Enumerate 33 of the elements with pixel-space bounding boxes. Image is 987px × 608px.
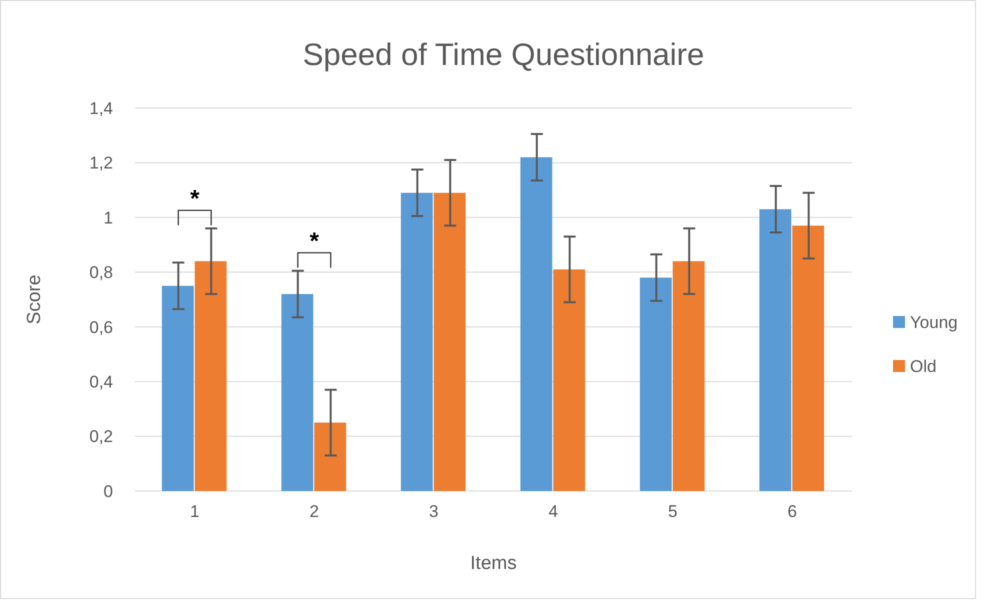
legend-label: Old: [910, 356, 936, 376]
y-tick-label: 1: [104, 208, 113, 228]
bar: [520, 157, 552, 491]
x-tick-label: 2: [310, 502, 319, 521]
bar: [281, 294, 314, 491]
bar: [314, 422, 346, 491]
x-axis-title: Items: [470, 553, 517, 574]
bar: [162, 286, 194, 491]
y-tick-label: 0,2: [89, 427, 113, 446]
y-tick-label: 1,2: [89, 154, 113, 173]
bar: [640, 278, 672, 491]
x-tick-label: 6: [788, 502, 797, 521]
annotation: *: [190, 185, 200, 212]
bar: [759, 209, 792, 491]
x-tick-label: 1: [190, 502, 200, 521]
annotation: *: [310, 228, 320, 255]
bar: [672, 261, 705, 491]
chart-title: Speed of Time Questionnaire: [302, 37, 704, 72]
legend-label: Young: [910, 312, 958, 332]
x-tick-label: 5: [668, 502, 678, 521]
bar: [400, 192, 433, 491]
y-tick-label: 0,4: [89, 372, 113, 392]
y-tick-label: 0: [104, 482, 113, 501]
y-tick-label: 0,6: [89, 318, 113, 337]
y-tick-label: 0,8: [89, 263, 113, 282]
bar: [434, 192, 466, 491]
bar: [553, 269, 586, 491]
x-tick-label: 3: [429, 502, 438, 521]
x-tick-label: 4: [548, 502, 558, 521]
y-axis-title: Score: [24, 274, 45, 324]
bar: [194, 261, 227, 491]
y-tick-label: 1,4: [89, 98, 113, 118]
bar: [792, 226, 824, 491]
